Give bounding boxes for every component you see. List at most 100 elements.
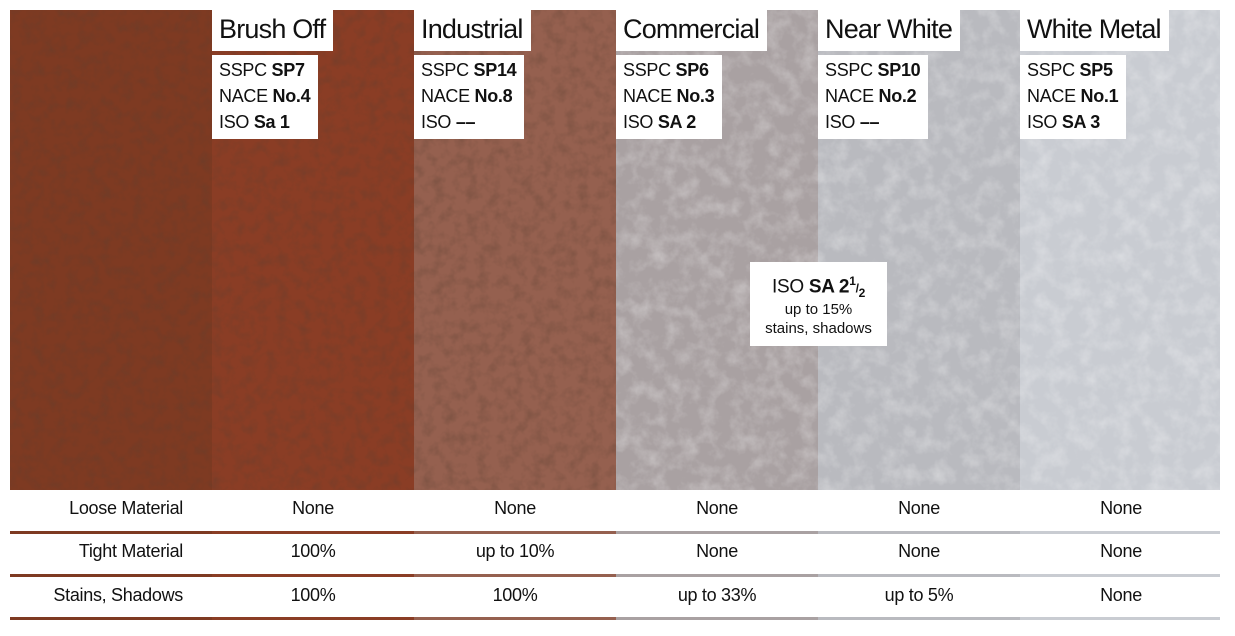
standard-code: Sa 1	[253, 112, 290, 132]
row-divider	[1020, 531, 1220, 534]
standard-code: ––	[859, 112, 880, 132]
row-label: Tight Material	[78, 541, 183, 561]
row-value: 100%	[492, 585, 538, 605]
row-divider	[212, 617, 414, 620]
row-value: None	[898, 541, 940, 561]
code-line: ISO Sa 1	[219, 109, 310, 135]
standard-label: ISO	[219, 112, 250, 132]
grade-title: White Metal	[1020, 10, 1169, 51]
code-line: NACE No.8	[421, 83, 516, 109]
grade-title: Near White	[818, 10, 961, 51]
code-line: NACE No.4	[219, 83, 311, 109]
row-value: up to 10%	[475, 541, 555, 561]
callout-grade-text: SA 2	[808, 276, 850, 298]
fraction-bottom: 2	[858, 286, 866, 301]
code-line: SSPC SP5	[1027, 57, 1118, 83]
standard-label: SSPC	[1027, 60, 1075, 80]
standard-code: No.4	[272, 86, 311, 106]
code-line: SSPC SP10	[825, 57, 921, 83]
code-line: ISO SA 2	[623, 109, 714, 135]
standard-code: No.1	[1080, 86, 1119, 106]
grade-title: Industrial	[414, 10, 531, 51]
standard-code: SA 2	[657, 112, 696, 132]
row-divider	[1020, 617, 1220, 620]
standard-label: NACE	[623, 86, 672, 106]
standard-label: SSPC	[825, 60, 873, 80]
row-value: None	[696, 541, 738, 561]
row-label: Stains, Shadows	[53, 585, 183, 605]
grade-codes: SSPC SP5 NACE No.1 ISO SA 3	[1020, 55, 1127, 139]
standard-label: NACE	[219, 86, 268, 106]
code-line: SSPC SP6	[623, 57, 714, 83]
code-line: NACE No.1	[1027, 83, 1119, 109]
callout-prefix: ISO	[772, 276, 804, 298]
row-value: None	[292, 498, 334, 518]
standard-code: SP10	[877, 60, 921, 80]
row-divider	[616, 617, 818, 620]
standard-code: No.8	[474, 86, 513, 106]
row-value: None	[494, 498, 536, 518]
standard-label: NACE	[1027, 86, 1076, 106]
row-divider	[414, 531, 616, 534]
callout: ISO SA 21/2 up to 15% stains, shadows	[750, 262, 887, 346]
standard-label: NACE	[421, 86, 470, 106]
standard-label: ISO	[825, 112, 856, 132]
row-divider	[818, 617, 1020, 620]
standard-code: SA 3	[1061, 112, 1100, 132]
row-divider	[414, 574, 616, 577]
row-value: None	[1100, 498, 1142, 518]
grade-codes: SSPC SP7 NACE No.4 ISO Sa 1	[212, 55, 319, 139]
row-divider	[414, 617, 616, 620]
callout-line: up to 15%	[784, 301, 853, 319]
row-divider	[10, 574, 212, 577]
standard-code: No.3	[676, 86, 715, 106]
standard-label: SSPC	[421, 60, 469, 80]
row-divider	[212, 531, 414, 534]
standard-code: SP14	[473, 60, 517, 80]
standard-code: SP7	[271, 60, 305, 80]
row-divider	[10, 531, 212, 534]
standard-code: SP6	[675, 60, 709, 80]
standard-label: ISO	[421, 112, 452, 132]
standard-label: ISO	[1027, 112, 1058, 132]
grade-codes: SSPC SP6 NACE No.3 ISO SA 2	[616, 55, 723, 139]
code-line: NACE No.3	[623, 83, 715, 109]
row-value: up to 5%	[884, 585, 954, 605]
standard-code: SP5	[1079, 60, 1113, 80]
row-value: None	[1100, 541, 1142, 561]
callout-grade: ISO SA 21/2	[772, 274, 866, 301]
code-line: NACE No.2	[825, 83, 920, 109]
code-line: SSPC SP14	[421, 57, 517, 83]
standard-label: SSPC	[623, 60, 671, 80]
code-line: ISO SA 3	[1027, 109, 1118, 135]
row-label: Loose Material	[69, 498, 183, 518]
callout-line: stains, shadows	[765, 320, 872, 338]
standard-label: ISO	[623, 112, 654, 132]
row-divider	[212, 574, 414, 577]
code-line: SSPC SP7	[219, 57, 310, 83]
standard-code: No.2	[878, 86, 917, 106]
row-value: None	[696, 498, 738, 518]
row-divider	[818, 531, 1020, 534]
grade-title: Brush Off	[212, 10, 334, 51]
row-value: None	[898, 498, 940, 518]
standard-code: ––	[455, 112, 476, 132]
row-divider	[818, 574, 1020, 577]
code-line: ISO ––	[825, 109, 920, 135]
grade-codes: SSPC SP14 NACE No.8 ISO ––	[414, 55, 525, 139]
standard-label: NACE	[825, 86, 874, 106]
texture-noise	[10, 10, 212, 490]
row-value: 100%	[290, 541, 336, 561]
row-divider	[1020, 574, 1220, 577]
grade-title: Commercial	[616, 10, 768, 51]
row-value: 100%	[290, 585, 336, 605]
row-divider	[10, 617, 212, 620]
row-divider	[616, 531, 818, 534]
code-line: ISO ––	[421, 109, 516, 135]
row-value: None	[1100, 585, 1142, 605]
row-divider	[616, 574, 818, 577]
standard-label: SSPC	[219, 60, 267, 80]
grade-codes: SSPC SP10 NACE No.2 ISO ––	[818, 55, 929, 139]
row-value: up to 33%	[677, 585, 757, 605]
